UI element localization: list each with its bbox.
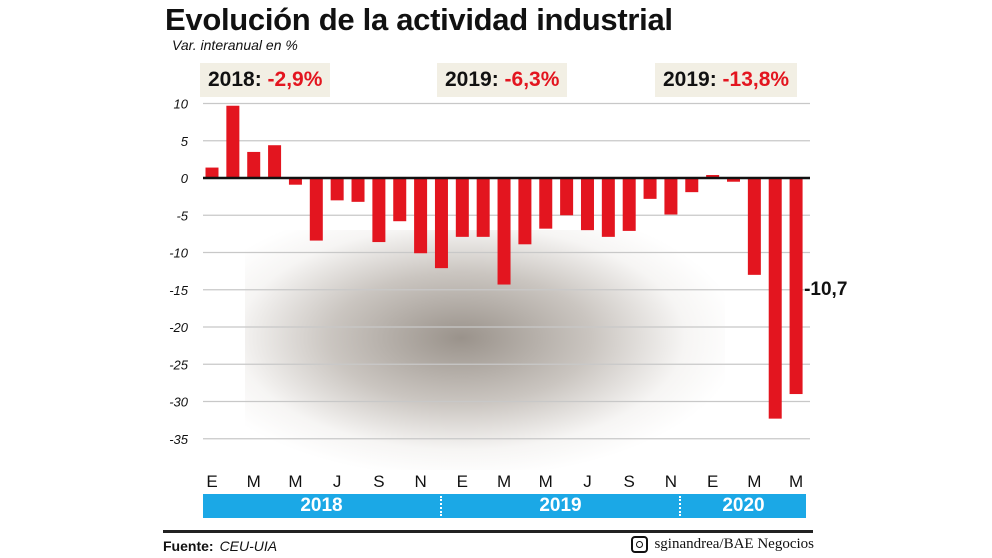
y-tick-label: -20 bbox=[169, 320, 189, 335]
bar bbox=[747, 178, 761, 275]
year-band: 2018 2019 2020 bbox=[203, 494, 806, 518]
y-tick-label: 0 bbox=[181, 171, 189, 186]
annotation-2019: 2019: -6,3% bbox=[437, 63, 568, 97]
x-month-label: N bbox=[414, 472, 426, 491]
bar bbox=[330, 178, 344, 201]
instagram-icon bbox=[631, 536, 649, 553]
bar bbox=[414, 178, 428, 254]
x-month-label: M bbox=[247, 472, 261, 491]
bar bbox=[706, 175, 720, 178]
y-tick-label: 5 bbox=[181, 134, 189, 149]
y-tick-label: -35 bbox=[169, 432, 189, 447]
bar bbox=[789, 178, 803, 395]
chart-subtitle: Var. interanual en % bbox=[172, 37, 298, 53]
bar bbox=[580, 178, 594, 231]
x-month-label: M bbox=[789, 472, 803, 491]
bar bbox=[518, 178, 532, 245]
y-tick-label: -10 bbox=[169, 246, 189, 261]
bar bbox=[685, 178, 699, 193]
bar bbox=[601, 178, 615, 237]
x-month-label: S bbox=[624, 472, 635, 491]
year-label-2018: 2018 bbox=[300, 495, 343, 516]
bar bbox=[205, 167, 219, 178]
x-month-label: E bbox=[457, 472, 468, 491]
y-tick-label: -30 bbox=[169, 395, 189, 410]
annotation-2020: 2019: -13,8% bbox=[655, 63, 798, 97]
bar bbox=[643, 178, 657, 199]
x-month-label: M bbox=[497, 472, 511, 491]
bar bbox=[226, 105, 240, 178]
bar bbox=[455, 178, 469, 237]
y-tick-label: -5 bbox=[176, 208, 188, 223]
x-month-label: N bbox=[665, 472, 677, 491]
data-label: -10,7 bbox=[804, 279, 847, 300]
bar bbox=[768, 178, 782, 419]
bar bbox=[476, 178, 490, 237]
x-month-label: M bbox=[288, 472, 302, 491]
bar bbox=[622, 178, 636, 231]
bar bbox=[539, 178, 553, 229]
footer-rule bbox=[163, 530, 813, 533]
x-month-label: E bbox=[206, 472, 217, 491]
year-label-2020: 2020 bbox=[722, 495, 765, 516]
bar bbox=[664, 178, 678, 215]
annotation-2018: 2018: -2,9% bbox=[200, 63, 331, 97]
bar bbox=[727, 178, 740, 182]
bar bbox=[560, 178, 574, 216]
x-month-label: E bbox=[707, 472, 718, 491]
x-month-label: M bbox=[747, 472, 761, 491]
x-month-label: J bbox=[583, 472, 592, 491]
bar bbox=[247, 151, 261, 178]
y-tick-label: -15 bbox=[169, 283, 189, 298]
bar bbox=[434, 178, 448, 269]
bar bbox=[288, 178, 302, 185]
bar bbox=[372, 178, 386, 243]
year-label-2019: 2019 bbox=[539, 495, 582, 516]
bar bbox=[497, 178, 511, 285]
bar bbox=[393, 178, 407, 222]
bar bbox=[268, 145, 282, 178]
year-divider bbox=[679, 496, 681, 516]
x-month-label: J bbox=[333, 472, 342, 491]
year-divider bbox=[440, 496, 442, 516]
y-tick-label: -25 bbox=[169, 357, 189, 372]
credit: sginandrea/BAE Negocios bbox=[631, 536, 814, 553]
x-month-label: S bbox=[373, 472, 384, 491]
bar bbox=[351, 178, 365, 202]
x-month-label: M bbox=[539, 472, 553, 491]
bar bbox=[309, 178, 323, 241]
chart-title: Evolución de la actividad industrial bbox=[165, 2, 673, 37]
background-photo bbox=[245, 230, 725, 470]
source: Fuente: CEU-UIA bbox=[163, 538, 278, 554]
y-tick-label: 10 bbox=[174, 97, 189, 112]
